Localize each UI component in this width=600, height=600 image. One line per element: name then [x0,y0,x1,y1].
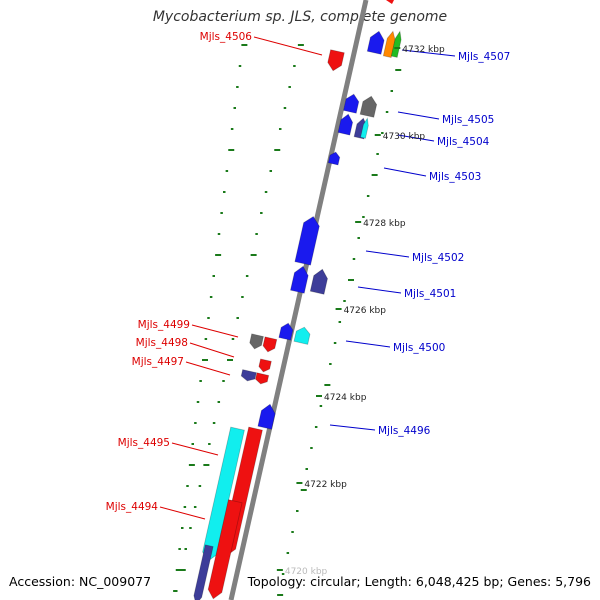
kbp-label: 4728 kbp [363,219,406,229]
gene-mjls-4496[interactable] [257,403,277,430]
kbp-label: 4720 kbp [285,567,328,577]
kbp-label: 4724 kbp [324,393,367,403]
gene-mjls-4501-a[interactable] [290,265,310,294]
kbp-label: 4730 kbp [383,132,426,142]
leader-line [159,506,206,520]
gene-label-mjls-4506[interactable]: Mjls_4506 [200,31,253,43]
gene-label-mjls-4504[interactable]: Mjls_4504 [437,136,490,148]
leader-line [185,361,231,376]
gene-mjls-4498[interactable] [258,358,272,373]
gene-mjls-4506-fw[interactable] [343,93,361,114]
gene-label-mjls-4507[interactable]: Mjls_4507 [458,51,510,63]
leader-line [191,324,239,338]
leader-line [171,442,219,456]
leader-line [253,36,323,56]
leader-line [397,111,440,120]
topology-label: Topology: circular; Length: 6,048,425 bp… [247,574,591,589]
gene-mjls-4507-b[interactable] [382,30,397,59]
leader-line [401,49,456,57]
kbp-label: 4722 kbp [304,480,347,490]
gene-label-mjls-4500[interactable]: Mjls_4500 [393,342,445,354]
kbp-label: 4732 kbp [402,45,445,55]
gene-label-mjls-4503[interactable]: Mjls_4503 [429,171,481,183]
gene-mjls-4497-a[interactable] [240,369,257,383]
gene-mjls-4501-b[interactable] [309,268,329,295]
gene-label-mjls-4496[interactable]: Mjls_4496 [378,425,431,437]
gene-mjls-4497-b[interactable] [255,372,270,385]
leader-line [397,134,435,142]
gene-mjls-4499-a[interactable] [249,333,264,350]
gene-mjls-4506[interactable] [326,49,345,73]
gene-mjls-4500-a[interactable] [278,322,294,341]
gene-label-mjls-4495[interactable]: Mjls_4495 [118,437,170,449]
gene-mjls-4502[interactable] [294,215,321,266]
leader-line [189,342,235,358]
backbone-line [228,0,369,600]
gene-label-mjls-4499[interactable]: Mjls_4499 [138,319,190,331]
kbp-label: 4726 kbp [344,306,387,316]
leader-line [365,250,410,258]
gene-mjls-4495[interactable] [201,426,245,563]
gene-label-mjls-4498[interactable]: Mjls_4498 [136,337,188,349]
leader-line [357,286,402,294]
gene-mjls-4507-a[interactable] [366,30,385,55]
leader-line [345,340,391,348]
gene-label-mjls-4494[interactable]: Mjls_4494 [106,501,159,513]
gene-mjls-4504-a[interactable] [337,113,354,136]
gene-label-mjls-4505[interactable]: Mjls_4505 [442,114,494,126]
leader-line [329,424,376,431]
gene-fragment [386,0,394,4]
gene-mjls-4500-b[interactable] [293,326,311,345]
gene-mjls-4494-navy[interactable] [192,544,214,600]
gene-mjls-4504-c[interactable] [360,117,370,139]
gene-mjls-4494[interactable] [206,499,243,600]
accession-label: Accession: NC_009077 [9,574,152,589]
gene-mjls-4507-c[interactable] [390,30,403,58]
leader-line [383,167,427,177]
gene-label-mjls-4497[interactable]: Mjls_4497 [132,356,184,368]
gene-mjls-4505[interactable] [359,95,378,118]
gene-mjls-4503[interactable] [327,151,341,166]
gene-mjls-4499-b[interactable] [262,336,278,353]
gene-label-mjls-4502[interactable]: Mjls_4502 [412,252,464,264]
map-title: Mycobacterium sp. JLS, complete genome [152,9,448,25]
gene-label-mjls-4501[interactable]: Mjls_4501 [404,288,456,300]
